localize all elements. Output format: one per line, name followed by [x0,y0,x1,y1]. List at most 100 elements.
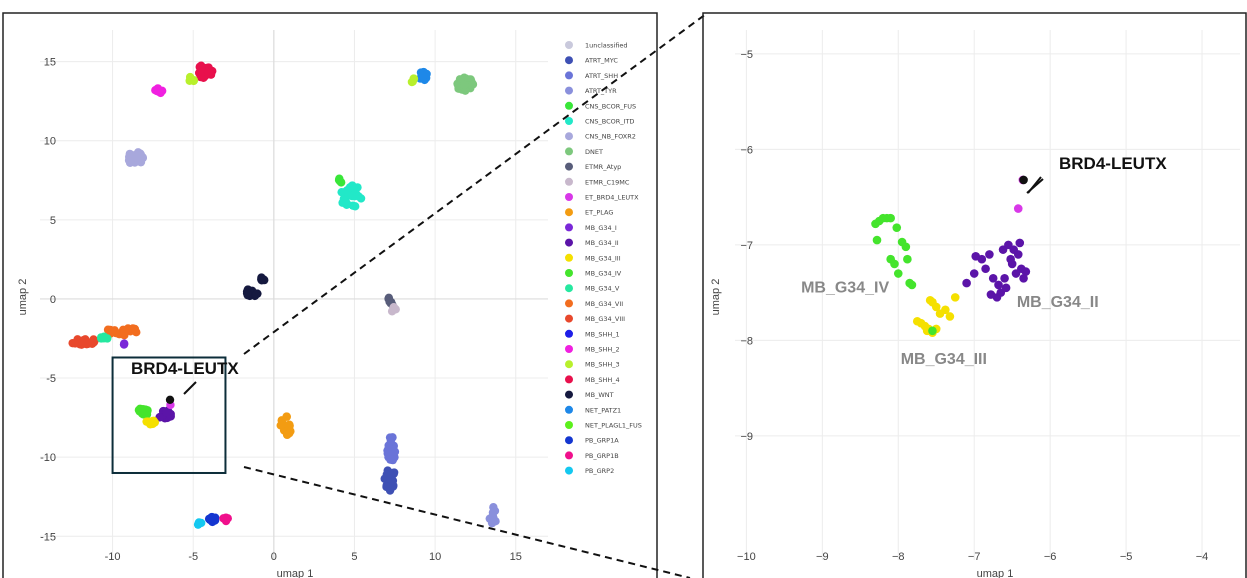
zoom-connector-bottom [243,466,691,578]
legend-marker [565,421,573,429]
legend-label: CNS_BCOR_ITD [585,118,634,126]
legend-marker [565,71,573,80]
zoom-y-tick-label: −9 [740,431,753,443]
overview-y-tick-label: -5 [46,373,56,385]
legend-marker [565,41,573,49]
legend-marker [565,451,573,460]
zoom-points [871,175,1031,338]
overview-callout-arrow [183,381,197,395]
legend-marker [565,86,573,95]
legend-label: ATRT_MYC [585,57,618,65]
overview-data-point [89,335,98,344]
legend-label: ET_PLAG [585,209,613,217]
overview-data-point [382,482,391,492]
legend-label: MB_G34_VIII [585,315,625,323]
zoom-data-point [985,250,994,259]
overview-data-point [282,412,291,421]
zoom-data-point [1013,204,1023,213]
zoom-data-point [988,273,998,283]
legend-marker [565,466,573,475]
zoom-x-tick-label: −6 [1044,551,1057,563]
legend-marker [565,132,573,141]
overview-data-point [139,410,148,419]
legend-label: PB_GRP2 [585,467,614,475]
legend-marker [565,329,573,338]
overview-data-point [162,407,171,417]
overview-data-point [336,178,346,187]
legend-marker [565,405,573,414]
zoom-ticks: −10 −9 −8 −7 −6 −5 −4 −5 −6 −7 −8 −9 [737,49,1208,563]
overview-x-tick-label: 0 [271,551,277,563]
zoom-data-point [872,235,882,245]
legend-marker [565,436,573,445]
overview-data-point [194,518,204,527]
legend-marker [565,390,573,399]
overview-y-axis-label: umap 2 [17,279,29,316]
zoom-data-point [941,305,950,315]
overview-data-point [385,433,395,442]
overview-data-point [342,186,352,195]
legend-label: ETMR_Atyp [585,163,621,171]
legend-label: MB_G34_V [585,285,620,293]
overview-x-axis-label: umap 1 [277,568,314,578]
legend: 1unclassified ATRT_MYC ATRT_SHH ATRT_TYR CNS… [565,41,642,475]
zoom-data-point [1001,283,1011,293]
zoom-data-point [962,278,971,288]
legend-label: PB_GRP1A [585,437,619,445]
overview-callout-label: BRD4-LEUTX [131,359,239,378]
zoom-data-point [931,302,941,312]
overview-data-point [383,448,393,457]
zoom-group-label: MB_G34_II [1017,294,1099,311]
legend-label: MB_G34_VII [585,300,623,308]
overview-y-tick-label: 15 [44,57,56,69]
zoom-x-tick-label: −9 [816,551,829,563]
zoom-x-axis-label: umap 1 [977,568,1014,578]
zoom-data-point [945,312,955,321]
overview-data-point [156,88,165,98]
overview-data-point [204,514,214,524]
legend-label: ET_BRD4_LEUTX [585,194,639,202]
legend-marker [565,345,573,353]
overview-x-tick-label: 5 [351,551,357,563]
zoom-y-tick-label: −5 [740,49,753,61]
overview-y-tick-label: -15 [40,531,56,543]
zoom-data-point [925,295,935,305]
overview-data-point [276,421,285,430]
zoom-connector-top [243,13,707,355]
zoom-data-point [907,280,917,290]
overview-data-point [386,475,396,484]
legend-marker [565,117,573,125]
zoom-y-axis-label: umap 2 [710,279,722,316]
legend-label: MB_SHH_3 [585,361,620,369]
zoom-y-tick-label: −7 [740,240,753,252]
legend-marker [565,147,573,156]
overview-data-point [257,274,266,284]
overview-data-point [124,156,134,165]
zoom-x-tick-label: −7 [968,551,981,563]
overview-data-point [119,340,129,349]
legend-label: MB_G34_II [585,239,619,247]
overview-data-point [108,327,117,336]
legend-label: ATRT_SHH [585,72,618,80]
legend-label: MB_SHH_4 [585,376,620,384]
legend-marker [565,375,573,384]
zoom-data-point [1021,267,1031,276]
legend-label: CNS_NB_FOXR2 [585,133,636,141]
zoom-callout-arrow-2 [1026,178,1044,194]
overview-data-point [78,338,87,348]
overview-x-tick-label: 15 [510,551,522,563]
overview-data-point [130,324,140,334]
overview-data-point [185,76,194,85]
overview-data-point [252,290,261,299]
legend-marker [565,56,573,65]
zoom-data-point [893,269,903,278]
legend-label: ETMR_C19MC [585,178,630,186]
zoom-data-point [892,223,902,232]
overview-data-point [149,416,158,425]
legend-marker [565,269,573,277]
overview-x-tick-label: -10 [105,551,121,563]
zoom-x-tick-label: −10 [737,551,756,563]
zoom-group-label: MB_G34_III [901,351,987,368]
legend-label: 1unclassified [585,42,628,50]
